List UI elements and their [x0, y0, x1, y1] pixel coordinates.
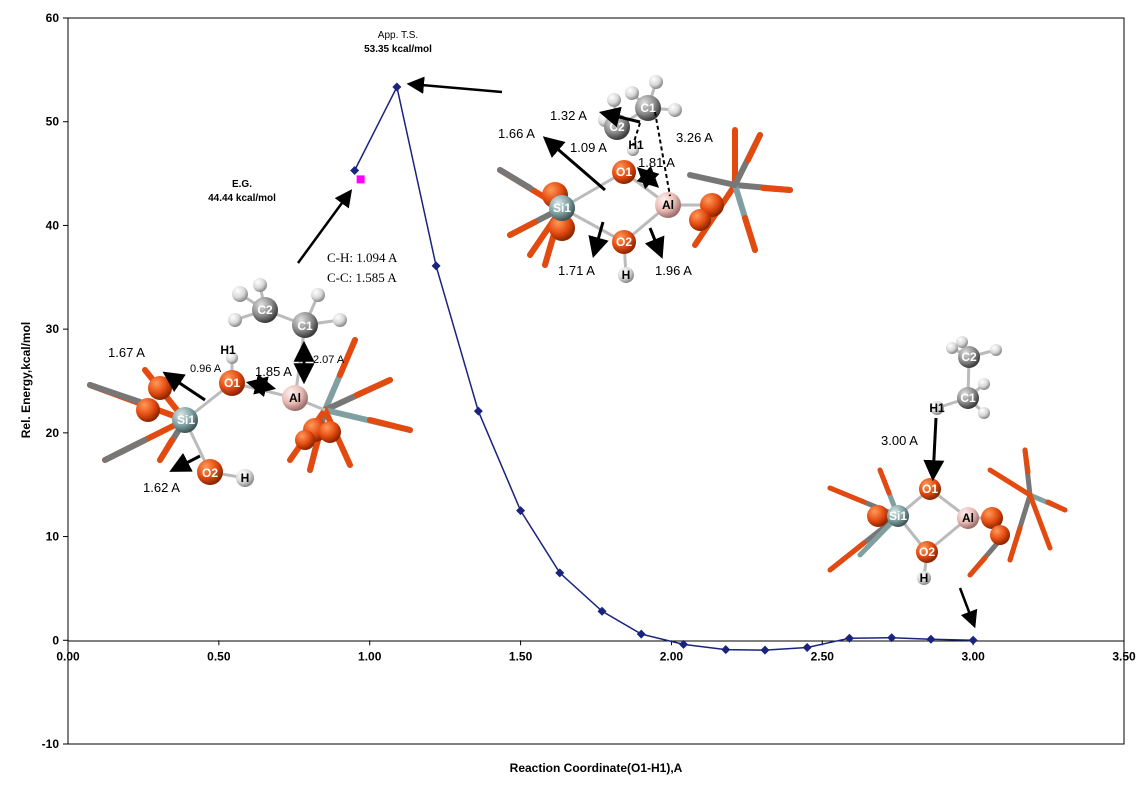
- data-point-marker: [678, 639, 688, 649]
- atom-label: O2: [919, 545, 935, 559]
- energy-profile-line: [353, 84, 974, 651]
- data-point-marker: [597, 606, 607, 616]
- atom-label: Al: [662, 198, 674, 212]
- distance-label: 1.62 A: [143, 480, 180, 495]
- distance-label: 3.00 A: [881, 433, 918, 448]
- atom-label: H1: [929, 401, 945, 415]
- atom-label: H1: [628, 138, 644, 152]
- atom-label: Al: [289, 391, 301, 405]
- distance-label: 1.32 A: [550, 108, 587, 123]
- data-point-marker: [721, 645, 731, 655]
- x-tick-label: 2.50: [811, 649, 835, 663]
- distance-label: 1.67 A: [108, 345, 145, 360]
- data-point-marker: [431, 261, 441, 271]
- distance-label: 1.96 A: [655, 263, 692, 278]
- data-point-marker: [636, 629, 646, 639]
- atom-label: H: [622, 268, 631, 282]
- eg-arrow: [296, 189, 353, 264]
- atom-label: C2: [257, 303, 273, 317]
- ch-bond-label: C-H: 1.094 A: [327, 250, 398, 265]
- atom-label: C1: [640, 101, 656, 115]
- data-point-marker: [555, 568, 565, 578]
- atom-label: Al: [962, 511, 974, 525]
- cc-bond-label: C-C: 1.585 A: [327, 270, 397, 285]
- x-axis: 0.00 0.50 1.00 1.50 2.00 2.50 3.00 3.50: [56, 640, 1136, 663]
- x-tick-label: 1.50: [509, 649, 533, 663]
- atom-label: O1: [616, 165, 632, 179]
- distance-label: 1.66 A: [498, 126, 535, 141]
- x-tick-label: 0.50: [207, 649, 231, 663]
- distance-label: 1.85 A: [255, 364, 292, 379]
- atom-label: C2: [609, 120, 625, 134]
- x-axis-label: Reaction Coordinate(O1-H1),A: [510, 761, 683, 775]
- eg-energy: 44.44 kcal/mol: [208, 193, 276, 204]
- eg-point-marker: [356, 175, 365, 184]
- plot-frame: [67, 17, 1125, 745]
- x-tick-label: 3.00: [961, 649, 985, 663]
- data-point-marker: [350, 165, 360, 175]
- ts-arrow: [406, 76, 503, 94]
- data-point-marker: [926, 634, 936, 644]
- atom-label: Si1: [177, 413, 195, 427]
- x-tick-label: 3.50: [1112, 649, 1136, 663]
- data-point-marker: [516, 506, 526, 516]
- y-tick-label: 30: [46, 322, 60, 336]
- distance-label: 3.26 A: [676, 130, 713, 145]
- data-point-marker: [473, 406, 483, 416]
- distance-label: 1.71 A: [558, 263, 595, 278]
- x-tick-label: 2.00: [660, 649, 684, 663]
- data-series: [350, 82, 978, 655]
- ts-energy: 53.35 kcal/mol: [364, 44, 432, 55]
- distance-label: 2.07 A: [313, 354, 345, 366]
- y-tick-label: -10: [42, 737, 60, 751]
- y-tick-label: 60: [46, 11, 60, 25]
- atom-label: O1: [922, 482, 938, 496]
- data-point-marker: [844, 633, 854, 643]
- y-axis: -10 0 10 20 30 40 50 60: [42, 11, 68, 751]
- distance-label: 1.09 A: [570, 140, 607, 155]
- distance-label: 1.81 A: [638, 155, 675, 170]
- data-point-marker: [887, 633, 897, 643]
- transition-structure-illustration: C2 C1 H1 O1 Si1 Al O2 H 1.32 A 1.66 A 1.…: [497, 75, 793, 283]
- atom-label: H: [241, 471, 250, 485]
- atom-label: Si1: [553, 201, 571, 215]
- initial-structure-illustration: C2 C1 H1 O1 Al Si1 O2 H 1.67 A 0.96 A 1.…: [87, 278, 413, 495]
- y-tick-label: 50: [46, 115, 60, 129]
- atom-label: O2: [616, 235, 632, 249]
- x-tick-label: 0.00: [56, 649, 80, 663]
- y-tick-label: 40: [46, 218, 60, 232]
- data-point-marker: [802, 643, 812, 653]
- atom-label: O1: [224, 376, 240, 390]
- atom-label: C1: [297, 319, 313, 333]
- eg-title: E.G.: [232, 179, 252, 190]
- y-tick-label: 0: [52, 633, 59, 647]
- data-point-marker: [760, 645, 770, 655]
- atom-label: O2: [202, 466, 218, 480]
- x-tick-label: 1.00: [358, 649, 382, 663]
- atom-label: H1: [220, 343, 236, 357]
- data-point-marker: [968, 635, 978, 645]
- distance-label: 0.96 A: [190, 363, 222, 375]
- final-structure-illustration: C2 C1 H1 O1 Si1 Al O2 H 3.00 A: [827, 336, 1068, 585]
- final-arrow: [958, 587, 978, 629]
- y-tick-label: 20: [46, 426, 60, 440]
- y-tick-label: 10: [46, 530, 60, 544]
- y-axis-label: Rel. Energy,kcal/mol: [19, 322, 33, 439]
- atom-label: H: [920, 571, 929, 585]
- atom-label: Si1: [889, 509, 907, 523]
- ts-title: App. T.S.: [378, 30, 418, 41]
- atom-label: C2: [961, 350, 977, 364]
- data-point-marker: [392, 82, 402, 92]
- atom-label: C1: [960, 391, 976, 405]
